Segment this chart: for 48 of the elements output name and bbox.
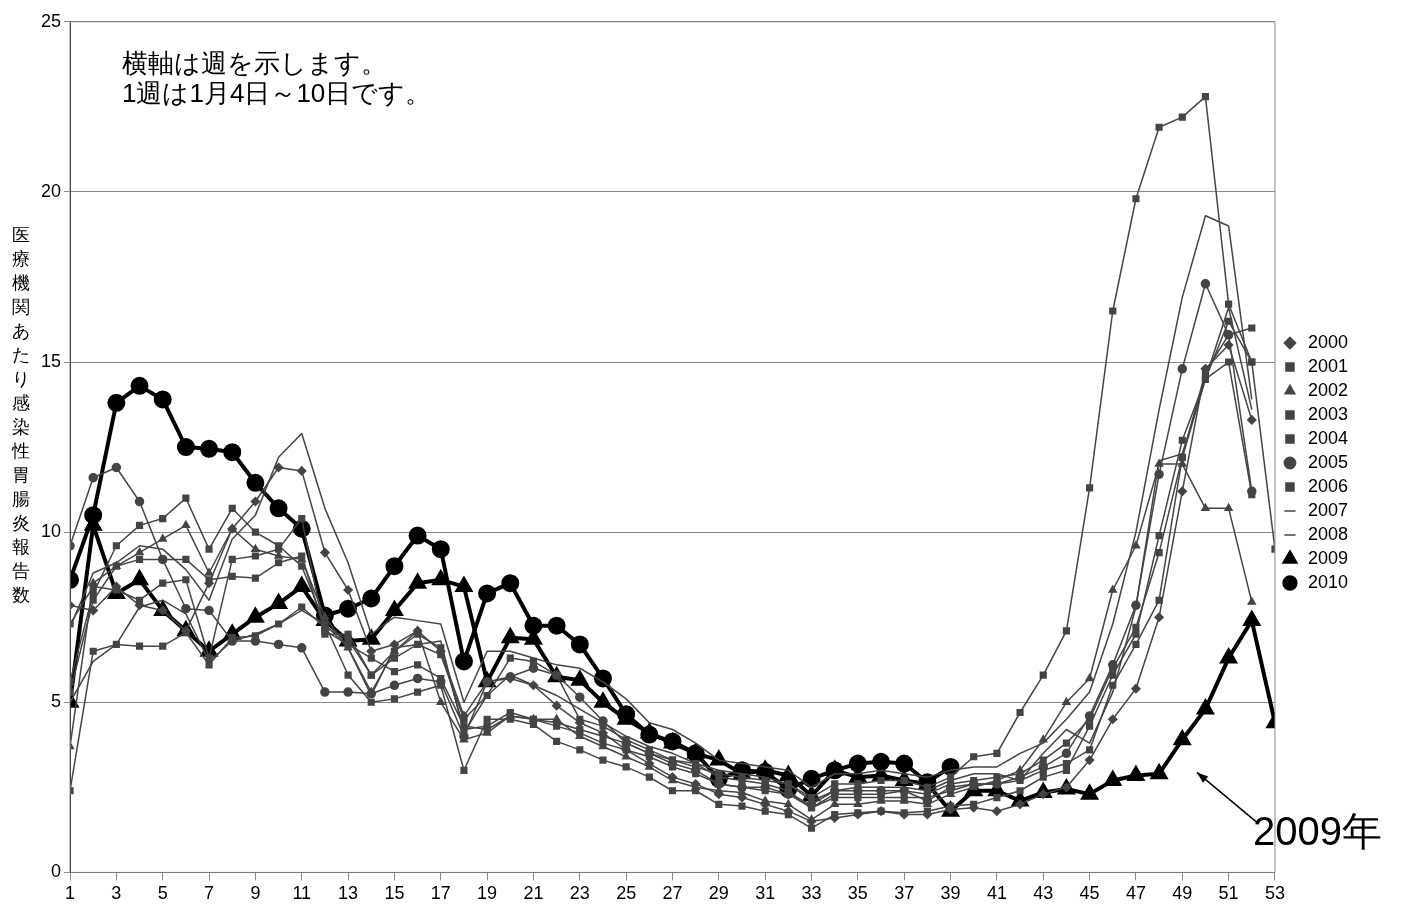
x-tick-label: 7	[204, 883, 215, 904]
x-tick-label: 35	[847, 883, 868, 904]
x-tick-label: 49	[1172, 883, 1193, 904]
legend-label: 2001	[1307, 355, 1348, 376]
x-tick-label: 37	[894, 883, 915, 904]
annotation: 1週は1月4日～10日です。	[122, 77, 432, 108]
legend-label: 2008	[1307, 523, 1348, 544]
legend-label: 2009	[1307, 547, 1348, 568]
legend-label: 2007	[1307, 499, 1348, 520]
x-tick-label: 25	[616, 883, 637, 904]
x-tick-label: 9	[250, 883, 261, 904]
legend-label: 2006	[1307, 475, 1348, 496]
x-tick-label: 41	[986, 883, 1007, 904]
y-tick-label: 25	[40, 10, 62, 31]
x-tick-label: 27	[662, 883, 683, 904]
x-tick-label: 21	[523, 883, 544, 904]
x-tick-label: 1	[65, 883, 76, 904]
x-tick-label: 5	[157, 883, 168, 904]
x-tick-label: 15	[384, 883, 405, 904]
y-tick-label: 20	[40, 180, 62, 201]
x-tick-label: 33	[801, 883, 822, 904]
x-tick-label: 3	[111, 883, 122, 904]
legend-label: 2005	[1307, 451, 1348, 472]
x-tick-label: 23	[569, 883, 590, 904]
x-tick-label: 13	[338, 883, 359, 904]
x-tick-label: 19	[477, 883, 498, 904]
x-tick-label: 51	[1218, 883, 1239, 904]
legend-label: 2003	[1307, 403, 1348, 424]
y-tick-label: 5	[51, 691, 62, 712]
legend-label: 2002	[1307, 379, 1348, 400]
annotation: 横軸は週を示します。	[122, 47, 388, 78]
x-tick-label: 43	[1033, 883, 1054, 904]
x-tick-label: 47	[1125, 883, 1146, 904]
y-tick-label: 15	[40, 351, 62, 372]
annotation: 2009年	[1253, 809, 1382, 854]
x-tick-label: 17	[430, 883, 451, 904]
x-tick-label: 39	[940, 883, 961, 904]
text: 医療機関あたり感染性胃腸炎報告数	[12, 225, 30, 605]
x-tick-label: 31	[755, 883, 776, 904]
x-tick-label: 45	[1079, 883, 1100, 904]
x-tick-label: 53	[1264, 883, 1285, 904]
y-tick-label: 0	[51, 861, 62, 882]
legend-label: 2010	[1307, 571, 1348, 592]
x-tick-label: 11	[292, 883, 312, 904]
legend-label: 2000	[1307, 331, 1348, 352]
x-tick-label: 29	[708, 883, 729, 904]
y-tick-label: 10	[40, 521, 62, 542]
legend-label: 2004	[1307, 427, 1348, 448]
